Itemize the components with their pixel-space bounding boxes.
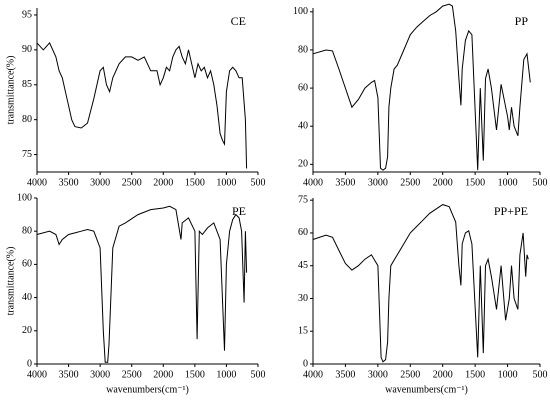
x-tick-label: 1500	[465, 369, 485, 380]
y-tick-label: 0	[303, 358, 308, 369]
y-tick-label: 40	[22, 292, 32, 303]
x-tick-label: 2500	[122, 177, 142, 188]
y-axis-label: transmittance(%)	[5, 247, 16, 316]
x-tick-label: 3500	[59, 369, 79, 380]
x-tick-label: 4000	[303, 177, 323, 188]
y-tick-label: 20	[298, 159, 308, 170]
x-tick-label: 3000	[368, 369, 388, 380]
y-tick-label: 15	[298, 326, 308, 337]
x-tick-label: 1000	[498, 369, 518, 380]
spectrum-line	[36, 41, 248, 169]
x-tick-label: 2500	[122, 369, 142, 380]
x-tick-label: 3000	[90, 177, 110, 188]
x-axis-label: wavenumbers(cm⁻¹)	[106, 384, 189, 395]
x-tick-label: 1500	[185, 177, 205, 188]
x-tick-label: 2000	[153, 177, 173, 188]
y-axis-label: transmittance(%)	[5, 56, 16, 125]
panel-label: PP+PE	[494, 204, 528, 218]
y-tick-label: 80	[298, 44, 308, 55]
y-tick-label: 60	[298, 227, 308, 238]
y-tick-label: 80	[22, 225, 32, 236]
x-tick-label: 4000	[303, 369, 323, 380]
x-tick-label: 500	[251, 369, 266, 380]
y-tick-label: 80	[22, 114, 32, 125]
y-tick-label: 95	[22, 9, 32, 20]
x-tick-label: 2000	[433, 177, 453, 188]
x-tick-label: 500	[251, 177, 266, 188]
spectrum-line	[36, 205, 248, 363]
x-tick-label: 3000	[90, 369, 110, 380]
panel-label: CE	[231, 14, 246, 28]
x-tick-label: 3000	[368, 177, 388, 188]
y-tick-label: 30	[298, 293, 308, 304]
y-tick-label: 100	[17, 192, 32, 203]
x-tick-label: 2500	[400, 369, 420, 380]
y-tick-label: 75	[22, 149, 32, 160]
x-tick-label: 1500	[185, 369, 205, 380]
y-tick-label: 60	[22, 259, 32, 270]
x-tick-label: 1000	[216, 369, 236, 380]
spectrum-line	[312, 3, 531, 171]
x-tick-label: 1500	[465, 177, 485, 188]
x-tick-label: 2500	[400, 177, 420, 188]
x-tick-label: 2000	[433, 369, 453, 380]
spectrum-line	[312, 204, 529, 363]
x-tick-label: 4000	[27, 369, 47, 380]
y-tick-label: 20	[22, 325, 32, 336]
y-tick-label: 85	[22, 79, 32, 90]
y-tick-label: 75	[298, 194, 308, 205]
y-tick-label: 45	[298, 260, 308, 271]
x-tick-label: 1000	[498, 177, 518, 188]
x-axis-label: wavenumbers(cm⁻¹)	[385, 384, 468, 395]
x-tick-label: 3500	[335, 177, 355, 188]
y-tick-label: 0	[27, 358, 32, 369]
x-tick-label: 500	[533, 369, 548, 380]
x-tick-label: 500	[533, 177, 548, 188]
panel-label: PE	[232, 204, 246, 218]
y-tick-label: 40	[298, 121, 308, 132]
y-tick-label: 90	[22, 44, 32, 55]
y-tick-label: 100	[293, 6, 308, 17]
x-tick-label: 3500	[335, 369, 355, 380]
y-tick-label: 60	[298, 82, 308, 93]
x-tick-label: 4000	[27, 177, 47, 188]
x-tick-label: 3500	[59, 177, 79, 188]
x-tick-label: 1000	[216, 177, 236, 188]
x-tick-label: 2000	[153, 369, 173, 380]
panel-label: PP	[515, 14, 529, 28]
